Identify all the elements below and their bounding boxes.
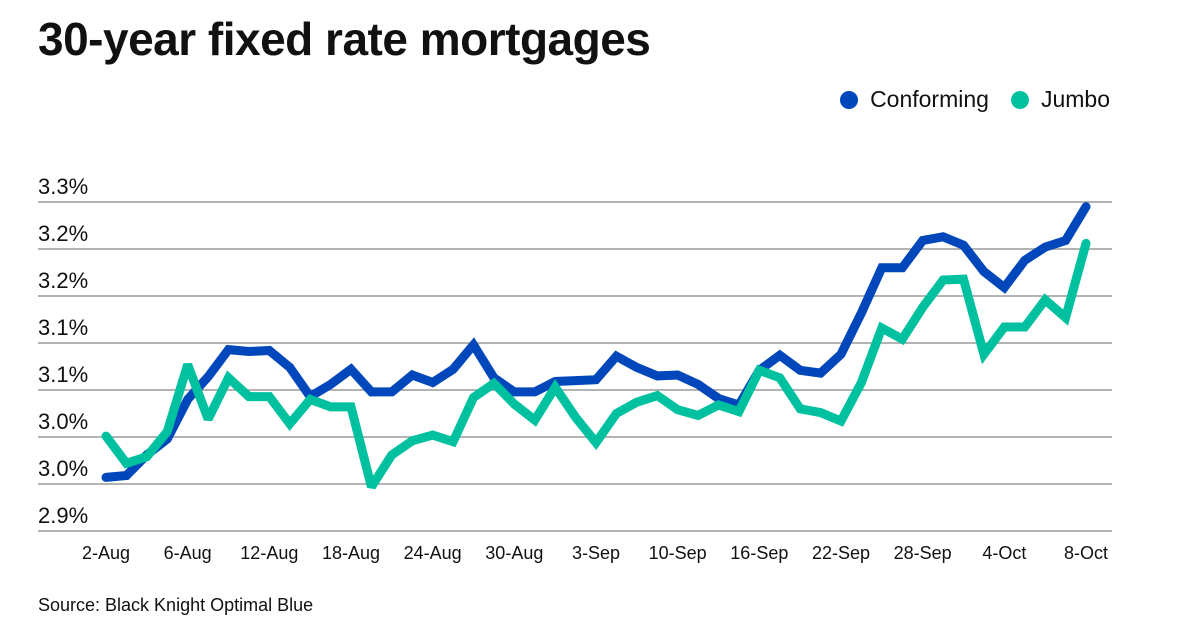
x-tick-label: 16-Sep [730,543,788,563]
x-tick-label: 22-Sep [812,543,870,563]
source-note: Source: Black Knight Optimal Blue [38,595,314,615]
x-tick-label: 12-Aug [240,543,298,563]
legend-label-conforming: Conforming [870,86,989,112]
legend-marker-jumbo [1010,90,1029,109]
legend-marker-conforming [840,90,859,109]
legend-item-jumbo: Jumbo [1010,86,1110,113]
y-tick-label: 3.3% [38,174,88,199]
y-tick-label: 3.2% [38,268,88,293]
legend-item-conforming: Conforming [840,86,989,113]
x-tick-label: 28-Sep [894,543,952,563]
y-tick-label: 3.2% [38,221,88,246]
x-tick-label: 6-Aug [164,543,212,563]
x-tick-label: 4-Oct [982,543,1026,563]
y-tick-label: 2.9% [38,503,88,528]
x-tick-label: 8-Oct [1064,543,1108,563]
gridlines [38,201,1112,532]
series-line-conforming [101,202,1091,482]
x-tick-label: 10-Sep [649,543,707,563]
x-tick-label: 24-Aug [404,543,462,563]
y-tick-label: 3.0% [38,456,88,481]
x-axis-ticks: 2-Aug 6-Aug 12-Aug 18-Aug 24-Aug 30-Aug 3-Sep 1… [82,543,1108,563]
series-line-jumbo [101,238,1091,490]
x-tick-label: 3-Sep [572,543,620,563]
y-tick-label: 3.0% [38,409,88,434]
y-tick-label: 3.1% [38,315,88,340]
y-tick-label: 3.1% [38,362,88,387]
x-tick-label: 18-Aug [322,543,380,563]
chart-title: 30-year fixed rate mortgages [38,13,651,65]
series-lines [101,202,1091,490]
legend-label-jumbo: Jumbo [1040,86,1110,112]
legend: Conforming Jumbo [840,86,1110,113]
y-axis-ticks: 2.9% 3.0% 3.0% 3.1% 3.1% 3.2% 3.2% 3.3% [38,174,88,528]
x-tick-label: 2-Aug [82,543,130,563]
x-tick-label: 30-Aug [485,543,543,563]
